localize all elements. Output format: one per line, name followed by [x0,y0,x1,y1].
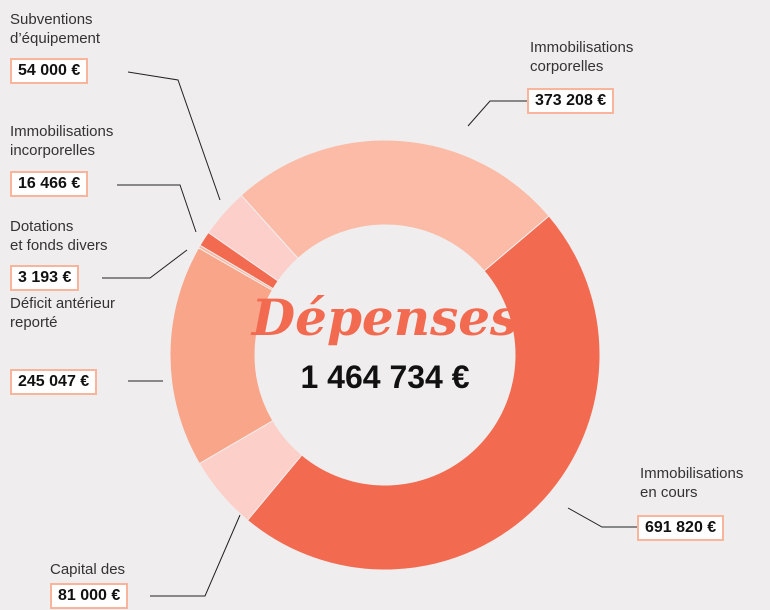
chart-title: Dépenses [250,288,518,347]
value-label: 54 000 € [10,58,89,84]
value-label: 16 466 € [10,171,89,197]
donut-slice [246,215,601,571]
total-label: 1 464 734 € [300,359,469,395]
category-label: Subventions d’équipement [10,11,101,47]
category-label: Immobilisations en cours [640,465,744,501]
leader-line [150,514,241,597]
category-label: Dotations et fonds divers [10,218,108,254]
value-label: 691 820 € [637,515,725,541]
category-label: Déficit antérieur reporté [10,295,116,331]
value-label: 81 000 € [50,583,129,609]
leader-line [102,249,188,279]
leader-line [467,100,527,127]
donut-slice [207,194,299,282]
leader-line [117,184,197,233]
value-label: 245 047 € [10,369,98,395]
value-label: 3 193 € [10,265,80,291]
value-label: 373 208 € [527,88,615,114]
leader-line [567,507,637,528]
leader-line [127,71,221,201]
category-label: Immobilisations corporelles [530,39,634,75]
donut-slice [240,139,550,272]
category-label: Immobilisations incorporelles [10,123,114,159]
